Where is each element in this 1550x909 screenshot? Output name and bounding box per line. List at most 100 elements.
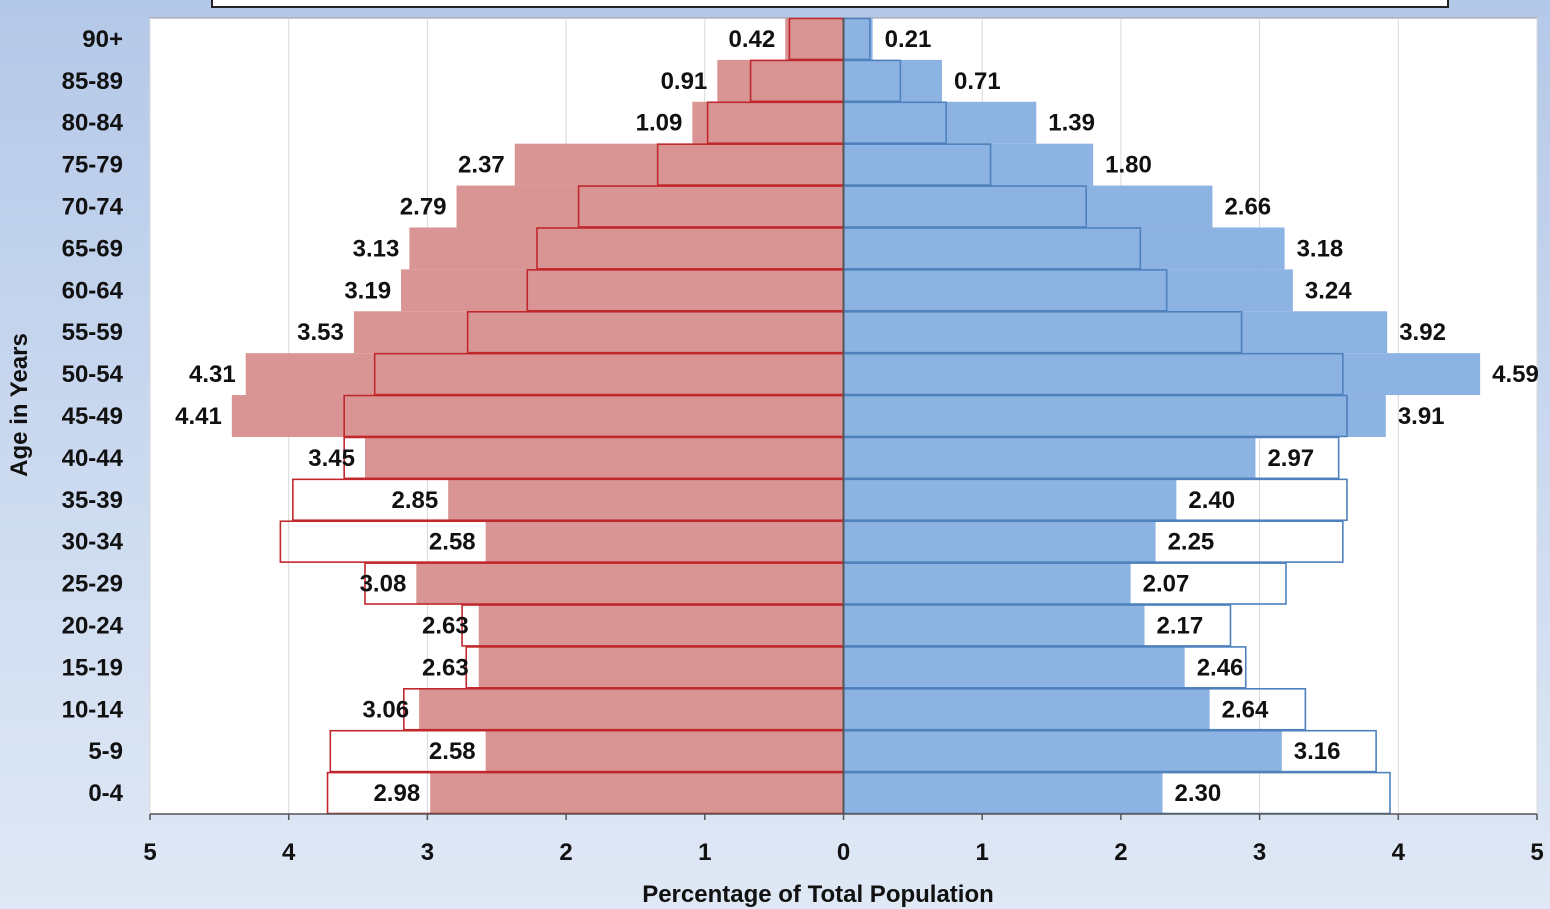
value-label-right: 4.59: [1492, 361, 1539, 388]
bar-right: [843, 562, 1131, 605]
bar-left: [409, 227, 844, 270]
bar-right: [843, 604, 1145, 647]
category-label: 65-69: [62, 235, 123, 262]
value-label-left: 1.09: [636, 110, 683, 137]
title-box: [211, 0, 1449, 8]
x-tick-label: 4: [282, 839, 296, 866]
value-label-left: 4.31: [189, 361, 236, 388]
category-label: 45-49: [62, 403, 123, 430]
value-label-left: 2.85: [391, 487, 438, 514]
bar-left: [401, 269, 844, 312]
bar-right: [843, 395, 1386, 437]
value-label-right: 3.24: [1305, 277, 1352, 304]
category-label: 55-59: [62, 319, 123, 346]
category-label: 35-39: [62, 487, 123, 514]
bar-right: [843, 269, 1293, 312]
x-tick-label: 1: [976, 839, 989, 866]
category-label: 0-4: [88, 780, 123, 807]
bar-right: [843, 227, 1285, 270]
bar-left: [485, 520, 844, 563]
category-label: 75-79: [62, 152, 123, 179]
value-label-right: 2.64: [1222, 696, 1269, 723]
bar-right: [843, 730, 1282, 773]
bars: [231, 18, 1481, 814]
x-tick-label: 2: [559, 839, 572, 866]
bar-left: [514, 143, 844, 186]
x-tick-label: 5: [1530, 839, 1543, 866]
bar-left: [692, 101, 844, 144]
value-label-left: 2.63: [422, 612, 469, 639]
value-label-left: 2.79: [400, 194, 447, 221]
value-label-left: 2.58: [429, 529, 476, 556]
value-label-left: 2.37: [458, 152, 505, 179]
category-label: 10-14: [62, 696, 124, 723]
value-label-left: 2.98: [373, 780, 420, 807]
value-label-right: 3.16: [1294, 738, 1341, 765]
value-label-right: 0.71: [954, 68, 1001, 95]
bar-left: [416, 562, 844, 605]
axes: [149, 18, 1538, 820]
x-tick-label: 1: [698, 839, 711, 866]
value-label-left: 2.58: [429, 738, 476, 765]
y-axis-title: Age in Years: [6, 333, 33, 477]
bar-right: [843, 688, 1210, 731]
category-label: 40-44: [62, 445, 124, 472]
category-label: 30-34: [62, 529, 124, 556]
x-tick-label: 5: [143, 839, 156, 866]
bar-right: [843, 59, 942, 102]
value-label-left: 2.63: [422, 654, 469, 681]
category-label: 20-24: [62, 612, 124, 639]
value-label-left: 3.13: [353, 235, 400, 262]
value-label-left: 3.45: [308, 445, 355, 472]
value-label-left: 4.41: [175, 403, 222, 430]
value-label-right: 2.66: [1224, 194, 1271, 221]
category-label: 85-89: [62, 68, 123, 95]
value-label-right: 3.92: [1399, 319, 1446, 346]
bar-left: [430, 772, 844, 814]
category-label: 50-54: [62, 361, 124, 388]
bar-left: [456, 185, 844, 228]
category-label: 70-74: [62, 194, 124, 221]
x-tick-label: 0: [837, 839, 850, 866]
bar-left: [231, 395, 844, 437]
bar-left: [785, 18, 844, 60]
value-label-right: 0.21: [885, 26, 932, 53]
value-label-right: 2.46: [1197, 654, 1244, 681]
labels: 5 4 3 2 1 0 1 2 3 4 5 90+ 0.42 0.21 85-89 0.91 0.71 80-84…: [6, 26, 1544, 908]
bar-left: [353, 311, 844, 354]
value-label-left: 3.08: [360, 571, 407, 598]
value-label-right: 3.91: [1398, 403, 1445, 430]
bar-right: [843, 520, 1156, 563]
value-label-left: 3.06: [362, 696, 409, 723]
value-label-left: 0.42: [729, 26, 776, 53]
value-label-left: 3.53: [297, 319, 344, 346]
value-label-right: 2.40: [1188, 487, 1235, 514]
category-label: 80-84: [62, 110, 124, 137]
bar-right: [843, 185, 1213, 228]
bar-right: [843, 478, 1177, 521]
x-tick-label: 2: [1114, 839, 1127, 866]
bar-right: [843, 353, 1481, 396]
value-label-right: 2.30: [1175, 780, 1222, 807]
x-tick-label: 3: [421, 839, 434, 866]
bar-right: [843, 18, 873, 60]
category-label: 5-9: [88, 738, 123, 765]
bar-right: [843, 646, 1185, 689]
value-label-right: 2.17: [1156, 612, 1203, 639]
value-label-left: 3.19: [344, 277, 391, 304]
bar-right: [843, 436, 1256, 479]
bar-left: [485, 730, 844, 773]
category-label: 25-29: [62, 571, 123, 598]
bar-left: [364, 436, 844, 479]
value-label-right: 3.18: [1297, 235, 1344, 262]
category-label: 90+: [82, 26, 123, 53]
value-label-right: 2.25: [1168, 529, 1215, 556]
x-tick-label: 4: [1392, 839, 1406, 866]
bar-left: [717, 59, 844, 102]
value-label-right: 2.97: [1267, 445, 1314, 472]
value-label-right: 1.80: [1105, 152, 1152, 179]
bar-left: [245, 353, 844, 396]
bar-right: [843, 101, 1037, 144]
